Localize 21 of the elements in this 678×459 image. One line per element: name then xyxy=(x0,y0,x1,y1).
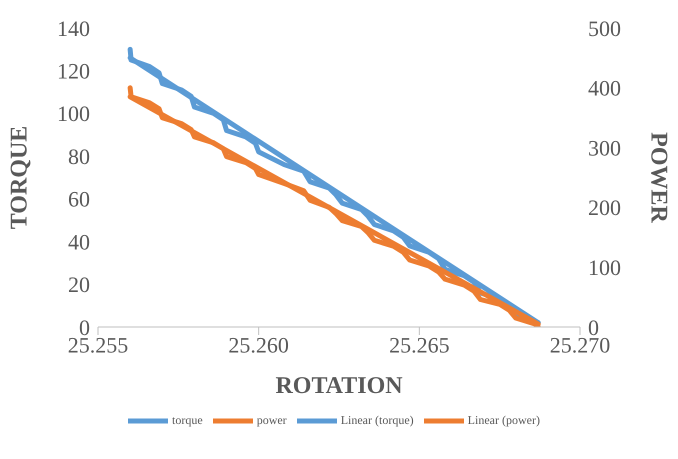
y-tick-label: 140 xyxy=(57,16,90,41)
y-axis-title: TORQUE xyxy=(6,126,33,230)
y2-tick-label: 400 xyxy=(588,76,621,101)
y2-tick-label: 300 xyxy=(588,135,621,160)
y-tick-label: 100 xyxy=(57,101,90,126)
legend-label: power xyxy=(256,412,287,427)
y2-tick-label: 200 xyxy=(588,195,621,220)
legend-label: torque xyxy=(172,412,203,427)
legend-label: Linear (torque) xyxy=(340,412,414,427)
y2-tick-label: 500 xyxy=(588,16,621,41)
legend-label: Linear (power) xyxy=(468,412,540,427)
y-tick-label: 20 xyxy=(68,272,90,298)
x-axis-title: ROTATION xyxy=(275,373,404,399)
y2-tick-label: 100 xyxy=(588,255,621,280)
y-tick-label: 120 xyxy=(57,58,90,84)
y-tick-label: 60 xyxy=(68,186,90,212)
x-tick-label: 25.265 xyxy=(389,332,450,358)
y-tick-label: 80 xyxy=(68,144,90,169)
y-tick-label: 40 xyxy=(68,229,90,254)
x-tick-label: 25.260 xyxy=(228,332,289,358)
y2-axis-title: POWER xyxy=(645,132,672,224)
